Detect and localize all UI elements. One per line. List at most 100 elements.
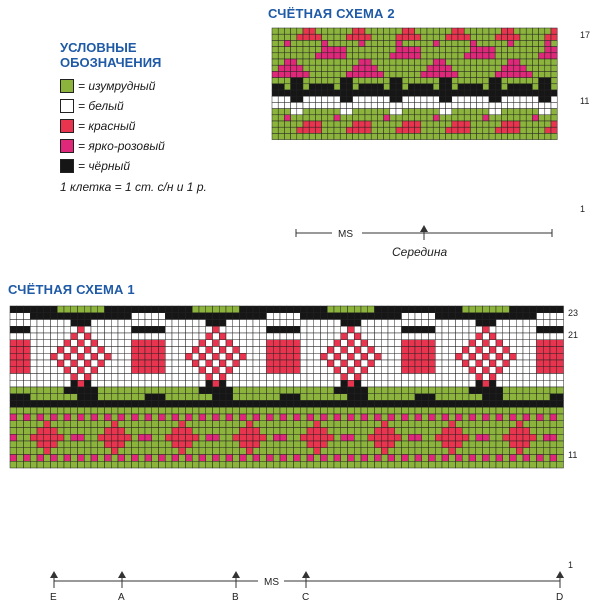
grid-cell <box>421 312 429 320</box>
scheme2-title: СЧЁТНАЯ СХЕМА 2 <box>268 6 395 21</box>
grid-cell <box>327 83 335 91</box>
grid-cell <box>401 319 409 327</box>
grid-cell <box>364 120 372 128</box>
grid-cell <box>495 427 503 435</box>
grid-cell <box>426 102 434 109</box>
grid-cell <box>536 326 544 334</box>
grid-cell <box>387 326 395 334</box>
grid-cell <box>543 407 551 415</box>
grid-cell <box>198 447 206 455</box>
grid-cell <box>259 454 267 462</box>
grid-cell <box>9 319 17 327</box>
grid-cell <box>339 102 347 109</box>
grid-cell <box>428 339 436 347</box>
grid-cell <box>414 434 422 442</box>
grid-cell <box>259 400 267 408</box>
grid-cell <box>165 407 173 415</box>
grid-cell <box>414 366 422 374</box>
grid-cell <box>421 454 429 462</box>
grid-cell <box>519 120 527 128</box>
grid-cell <box>63 312 71 320</box>
grid-cell <box>273 420 281 428</box>
grid-cell <box>488 102 496 109</box>
grid-cell <box>519 95 527 103</box>
grid-cell <box>171 332 179 340</box>
grid-cell <box>178 346 186 354</box>
grid-cell <box>381 434 389 442</box>
grid-cell <box>333 353 341 361</box>
grid-cell <box>522 332 530 340</box>
grid-cell <box>117 380 125 388</box>
grid-cell <box>501 108 508 116</box>
marker-a: A <box>118 592 125 603</box>
grid-cell <box>381 420 389 428</box>
grid-cell <box>239 407 247 415</box>
grid-cell <box>501 95 508 103</box>
grid-cell <box>435 366 443 374</box>
grid-cell <box>544 27 552 35</box>
grid-cell <box>50 393 58 401</box>
grid-cell <box>104 380 112 388</box>
grid-cell <box>296 108 304 116</box>
grid-cell <box>90 434 98 442</box>
grid-cell <box>525 46 533 54</box>
legend-note: 1 клетка = 1 ст. с/н и 1 р. <box>60 180 207 194</box>
grid-cell <box>463 40 471 47</box>
grid-cell <box>544 71 552 78</box>
grid-cell <box>339 89 347 97</box>
grid-cell <box>435 373 443 381</box>
grid-cell <box>370 120 378 128</box>
grid-cell <box>468 319 476 327</box>
grid-cell <box>516 393 524 401</box>
grid-cell <box>232 393 240 401</box>
grid-cell <box>401 58 409 66</box>
grid-cell <box>475 319 483 327</box>
grid-cell <box>482 89 490 97</box>
grid-cell <box>165 346 173 354</box>
grid-cell <box>556 454 564 462</box>
grid-cell <box>327 400 335 408</box>
grid-cell <box>333 359 341 367</box>
grid-cell <box>549 332 557 340</box>
grid-cell <box>421 407 429 415</box>
grid-cell <box>470 64 477 72</box>
grid-cell <box>522 420 530 428</box>
grid-cell <box>77 319 85 327</box>
grid-cell <box>401 64 409 72</box>
grid-cell <box>302 40 310 47</box>
grid-cell <box>383 89 391 97</box>
grid-cell <box>327 461 335 469</box>
grid-cell <box>367 461 375 469</box>
grid-cell <box>144 413 152 421</box>
grid-cell <box>529 346 537 354</box>
grid-cell <box>364 33 372 41</box>
grid-cell <box>90 305 98 313</box>
grid-cell <box>84 366 92 374</box>
grid-cell <box>57 454 65 462</box>
grid-cell <box>117 359 125 367</box>
grid-cell <box>232 366 240 374</box>
grid-cell <box>185 420 193 428</box>
grid-cell <box>476 102 484 109</box>
grid-cell <box>212 339 220 347</box>
grid-cell <box>426 133 434 140</box>
grid-cell <box>470 108 477 116</box>
grid-cell <box>333 393 341 401</box>
grid-cell <box>462 373 470 381</box>
grid-cell <box>489 440 497 448</box>
grid-cell <box>448 346 456 354</box>
grid-cell <box>97 373 105 381</box>
grid-cell <box>158 332 166 340</box>
grid-cell <box>522 434 530 442</box>
grid-cell <box>462 346 470 354</box>
grid-cell <box>293 461 301 469</box>
grid-cell <box>333 332 341 340</box>
grid-cell <box>448 440 456 448</box>
grid-cell <box>360 413 368 421</box>
grid-cell <box>293 359 301 367</box>
grid-cell <box>448 326 456 334</box>
grid-cell <box>198 393 206 401</box>
grid-cell <box>50 454 58 462</box>
grid-cell <box>290 27 298 35</box>
grid-cell <box>300 447 308 455</box>
